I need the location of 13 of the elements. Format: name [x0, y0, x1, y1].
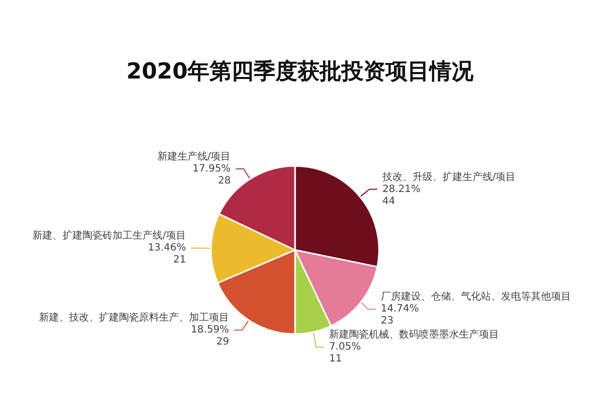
data-label: 13.46% 21 [148, 242, 186, 266]
slice-label: 技改、升级、扩建生产线/项目 [381, 170, 516, 183]
data-label: 7.05% 11 [329, 342, 361, 365]
slice-label: 新建、扩建陶瓷砖加工生产线/项目 [32, 230, 186, 242]
chart-title: 2020年第四季度获批投资项目情况 [126, 58, 475, 84]
slice-label: 厂房建设、仓储、气化站、发电等其他项目 [380, 290, 571, 303]
slice-label: 新建生产线/项目 [157, 150, 231, 162]
data-label: 28.21% 44 [382, 184, 421, 207]
data-label: 18.59% 29 [190, 324, 230, 348]
slice-label: 新建、技改、扩建陶瓷原料生产、加工项目 [39, 312, 230, 324]
data-label: 14.74% 23 [380, 304, 419, 327]
slice-label: 新建陶瓷机械、数码喷墨墨水生产项目 [329, 328, 500, 341]
data-label: 17.95% 28 [192, 163, 231, 186]
